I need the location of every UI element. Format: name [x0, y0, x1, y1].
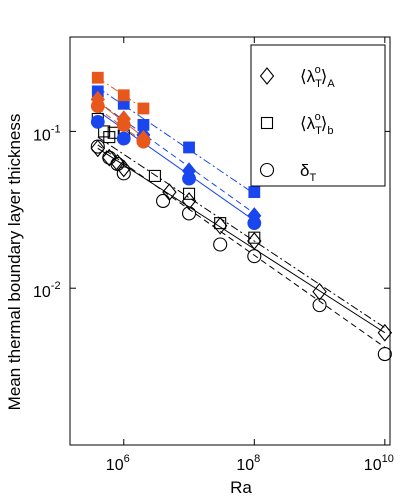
y-tick-label: 10-1 [33, 123, 61, 144]
data-point-blue-square [183, 141, 195, 154]
data-point-black-circle [377, 347, 392, 362]
x-axis-label: Ra [230, 478, 252, 497]
plot-frame [69, 36, 391, 446]
data-point-black-circle [116, 166, 131, 181]
data-point-black-square [148, 169, 161, 182]
legend-label-base: ⟨λ [300, 67, 316, 86]
x-tick-label: 108 [236, 453, 260, 474]
legend-label-close: ⟩ [321, 114, 328, 133]
data-point-black-diamond [312, 282, 327, 301]
data-points [90, 71, 393, 362]
data-point-orange-circle [90, 99, 105, 113]
data-point-black-circle [181, 206, 197, 221]
data-point-orange-circle [116, 118, 131, 132]
y-tick-label-exp: -1 [51, 123, 61, 135]
legend-label: δT [300, 161, 316, 184]
x-tick-label: 106 [106, 453, 130, 474]
y-axis-label: Mean thermal boundary layer thickness [5, 114, 24, 411]
legend-label-base: δ [300, 161, 309, 180]
legend-label: ⟨λTo⟩b [300, 111, 334, 137]
data-point-black-circle [213, 237, 228, 252]
legend: ⟨λTo⟩A⟨λTo⟩bδT [250, 44, 386, 187]
legend-marker-square [260, 116, 274, 130]
data-point-blue-circle [116, 131, 131, 146]
data-point-black-circle [247, 249, 262, 264]
legend-label-tail: b [327, 125, 333, 137]
data-point-black-diamond [90, 139, 106, 158]
x-tick-label: 1010 [364, 453, 394, 474]
data-point-black-square [103, 131, 116, 144]
data-point-orange-square [137, 102, 150, 115]
fit-line-black-solid [97, 147, 386, 334]
data-point-black-circle [90, 139, 105, 154]
data-point-orange-square [117, 89, 130, 102]
x-tick-label-exp: 10 [382, 453, 394, 465]
data-point-black-diamond [116, 159, 131, 178]
legend-label-tail: A [327, 78, 335, 90]
data-point-black-square [182, 187, 196, 200]
legend-label: ⟨λTo⟩A [300, 64, 335, 90]
data-point-black-diamond [377, 323, 393, 342]
data-point-black-square [214, 217, 227, 230]
legend-label-sub: T [309, 172, 316, 184]
x-tick-label-exp: 8 [254, 453, 260, 465]
fit-line-black-dashed [97, 144, 386, 348]
data-point-black-circle [156, 193, 171, 209]
data-point-black-diamond [102, 148, 117, 167]
data-point-orange-circle [136, 134, 151, 149]
legend-label-close: ⟩ [321, 67, 328, 86]
legend-label-sup: o [315, 64, 321, 76]
data-point-blue-square [248, 186, 261, 199]
data-point-black-diamond [212, 216, 228, 235]
data-point-blue-circle [90, 114, 105, 129]
data-point-black-square [248, 231, 261, 244]
data-point-blue-circle [247, 216, 262, 231]
data-point-orange-square [91, 71, 104, 84]
x-tick-label-exp: 6 [124, 453, 130, 465]
data-point-black-diamond [247, 232, 262, 250]
data-point-black-diamond [181, 192, 197, 210]
data-point-black-circle [312, 298, 327, 313]
legend-label-base: ⟨λ [300, 114, 316, 133]
x-tick-label-base: 10 [364, 457, 382, 474]
y-tick-label: 10-2 [33, 280, 61, 301]
x-tick-label-base: 10 [236, 457, 254, 474]
y-tick-label-exp: -2 [51, 280, 61, 292]
data-point-black-square [107, 126, 120, 139]
data-point-blue-circle [182, 171, 196, 186]
legend-marker-diamond [259, 67, 275, 85]
legend-box [250, 44, 386, 187]
y-tick-label-base: 10 [33, 127, 51, 144]
legend-marker-circle [259, 162, 275, 178]
legend-label-sub: T [315, 125, 322, 137]
legend-label-sub: T [315, 78, 322, 90]
fit-line-black-dashdot [97, 136, 386, 329]
data-point-blue-square [137, 119, 150, 131]
x-tick-label-base: 10 [106, 457, 124, 474]
legend-label-sup: o [315, 111, 321, 123]
y-tick-label-base: 10 [33, 284, 51, 301]
